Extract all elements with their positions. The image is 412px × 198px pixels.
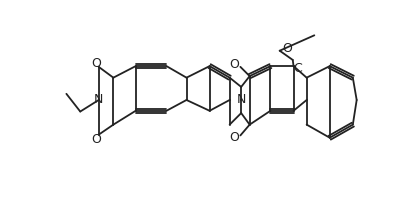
Text: O: O bbox=[283, 42, 293, 55]
Text: O: O bbox=[229, 58, 239, 71]
Text: N: N bbox=[236, 93, 246, 107]
Text: C: C bbox=[293, 62, 302, 75]
Text: O: O bbox=[91, 57, 101, 70]
Text: O: O bbox=[229, 131, 239, 144]
Text: N: N bbox=[94, 93, 103, 107]
Text: O: O bbox=[91, 133, 101, 146]
